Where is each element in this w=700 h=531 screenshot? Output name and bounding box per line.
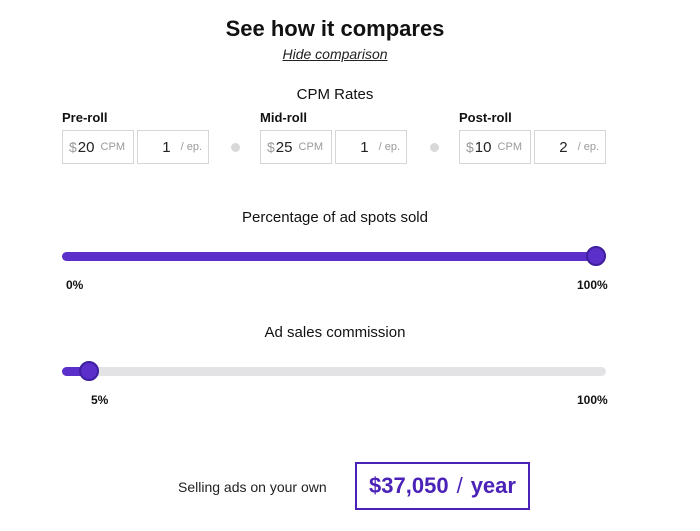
per-episode-unit: / ep. bbox=[577, 141, 599, 153]
post-roll-count-value: 2 bbox=[559, 138, 568, 156]
pre-roll-label: Pre-roll bbox=[62, 110, 108, 125]
separator-dot bbox=[231, 143, 240, 152]
result-separator: / bbox=[456, 473, 463, 498]
ad-sales-commission-title: Ad sales commission bbox=[264, 324, 406, 341]
separator-dot bbox=[430, 143, 439, 152]
ad-sales-commission-slider[interactable] bbox=[62, 361, 606, 381]
result-label: Selling ads on your own bbox=[178, 479, 327, 495]
mid-roll-group: Mid-roll $ 25 CPM 1 / ep. bbox=[260, 110, 407, 164]
hide-comparison-link[interactable]: Hide comparison bbox=[282, 46, 388, 62]
pre-roll-cpm-value: 20 bbox=[77, 138, 95, 156]
ad-spots-sold-min-label: 0% bbox=[66, 278, 84, 292]
post-roll-cpm-input[interactable]: $ 10 CPM bbox=[459, 130, 531, 164]
currency-symbol: $ bbox=[466, 139, 474, 155]
cpm-unit: CPM bbox=[497, 141, 522, 153]
pre-roll-count-input[interactable]: 1 / ep. bbox=[137, 130, 209, 164]
ad-spots-sold-handle[interactable] bbox=[586, 246, 606, 266]
mid-roll-cpm-input[interactable]: $ 25 CPM bbox=[260, 130, 332, 164]
result-amount-box: $37,050 / year bbox=[355, 462, 530, 510]
cpm-unit: CPM bbox=[100, 141, 125, 153]
pre-roll-count-value: 1 bbox=[162, 138, 171, 156]
currency-symbol: $ bbox=[69, 139, 77, 155]
mid-roll-count-input[interactable]: 1 / ep. bbox=[335, 130, 407, 164]
per-episode-unit: / ep. bbox=[378, 141, 400, 153]
mid-roll-cpm-value: 25 bbox=[275, 138, 293, 156]
per-episode-unit: / ep. bbox=[180, 141, 202, 153]
pre-roll-cpm-input[interactable]: $ 20 CPM bbox=[62, 130, 134, 164]
currency-symbol: $ bbox=[267, 139, 275, 155]
page-title: See how it compares bbox=[225, 16, 445, 41]
ad-sales-commission-fill bbox=[62, 367, 92, 376]
ad-sales-commission-max-label: 100% bbox=[577, 393, 608, 407]
post-roll-label: Post-roll bbox=[459, 110, 512, 125]
ad-spots-sold-fill bbox=[62, 252, 598, 261]
ad-spots-sold-max-label: 100% bbox=[577, 278, 608, 292]
ad-spots-sold-slider[interactable] bbox=[62, 246, 606, 266]
pre-roll-group: Pre-roll $ 20 CPM 1 / ep. bbox=[62, 110, 209, 164]
post-roll-group: Post-roll $ 10 CPM 2 / ep. bbox=[459, 110, 606, 164]
cpm-rates-title: CPM Rates bbox=[296, 86, 374, 103]
result-period: year bbox=[470, 473, 516, 498]
cpm-unit: CPM bbox=[298, 141, 323, 153]
ad-sales-commission-handle[interactable] bbox=[79, 361, 100, 381]
mid-roll-count-value: 1 bbox=[360, 138, 369, 156]
ad-spots-sold-title: Percentage of ad spots sold bbox=[242, 209, 428, 226]
post-roll-count-input[interactable]: 2 / ep. bbox=[534, 130, 606, 164]
result-amount: $37,050 bbox=[369, 473, 449, 498]
post-roll-cpm-value: 10 bbox=[474, 138, 492, 156]
mid-roll-label: Mid-roll bbox=[260, 110, 307, 125]
ad-sales-commission-value-label: 5% bbox=[91, 393, 109, 407]
